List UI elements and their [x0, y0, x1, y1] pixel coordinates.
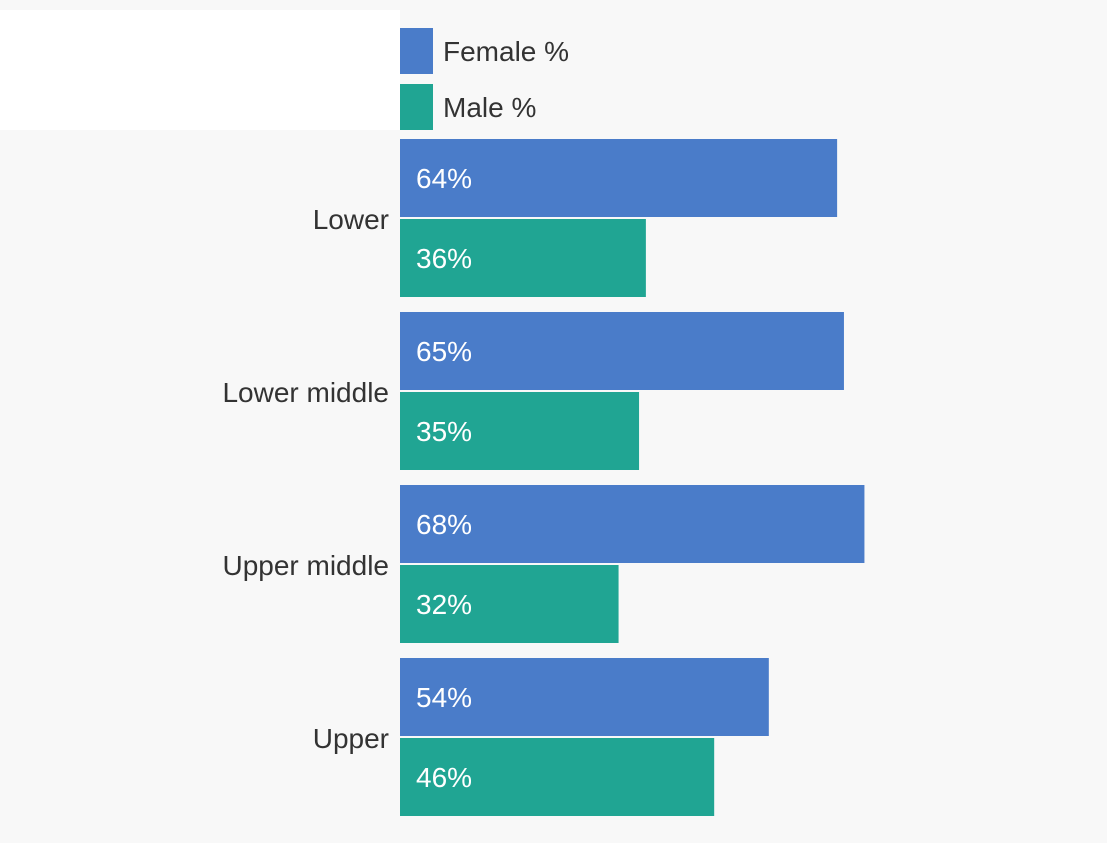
bar-lower-middle-male — [400, 392, 640, 470]
bar-lower-female — [400, 139, 838, 217]
legend-label-male: Male % — [443, 92, 536, 123]
data-label-lower-female: 64% — [416, 163, 472, 194]
legend-swatch-female — [400, 28, 433, 74]
data-label-lower-male: 36% — [416, 243, 472, 274]
bar-upper-middle-female — [400, 485, 865, 563]
bar-lower-middle-female — [400, 312, 844, 390]
bar-upper-female — [400, 658, 769, 736]
data-label-lower-middle-male: 35% — [416, 416, 472, 447]
bar-lower-male — [400, 219, 646, 297]
legend-swatch-male — [400, 84, 433, 130]
category-label-lower-middle: Lower middle — [222, 377, 389, 408]
legend-background — [0, 10, 400, 130]
legend-label-female: Female % — [443, 36, 569, 67]
category-label-upper: Upper — [313, 723, 389, 754]
data-label-upper-male: 46% — [416, 762, 472, 793]
data-label-upper-female: 54% — [416, 682, 472, 713]
data-label-upper-middle-female: 68% — [416, 509, 472, 540]
bar-upper-male — [400, 738, 715, 816]
data-label-upper-middle-male: 32% — [416, 589, 472, 620]
data-label-lower-middle-female: 65% — [416, 336, 472, 367]
category-label-upper-middle: Upper middle — [222, 550, 389, 581]
category-label-lower: Lower — [313, 204, 389, 235]
bar-upper-middle-male — [400, 565, 619, 643]
